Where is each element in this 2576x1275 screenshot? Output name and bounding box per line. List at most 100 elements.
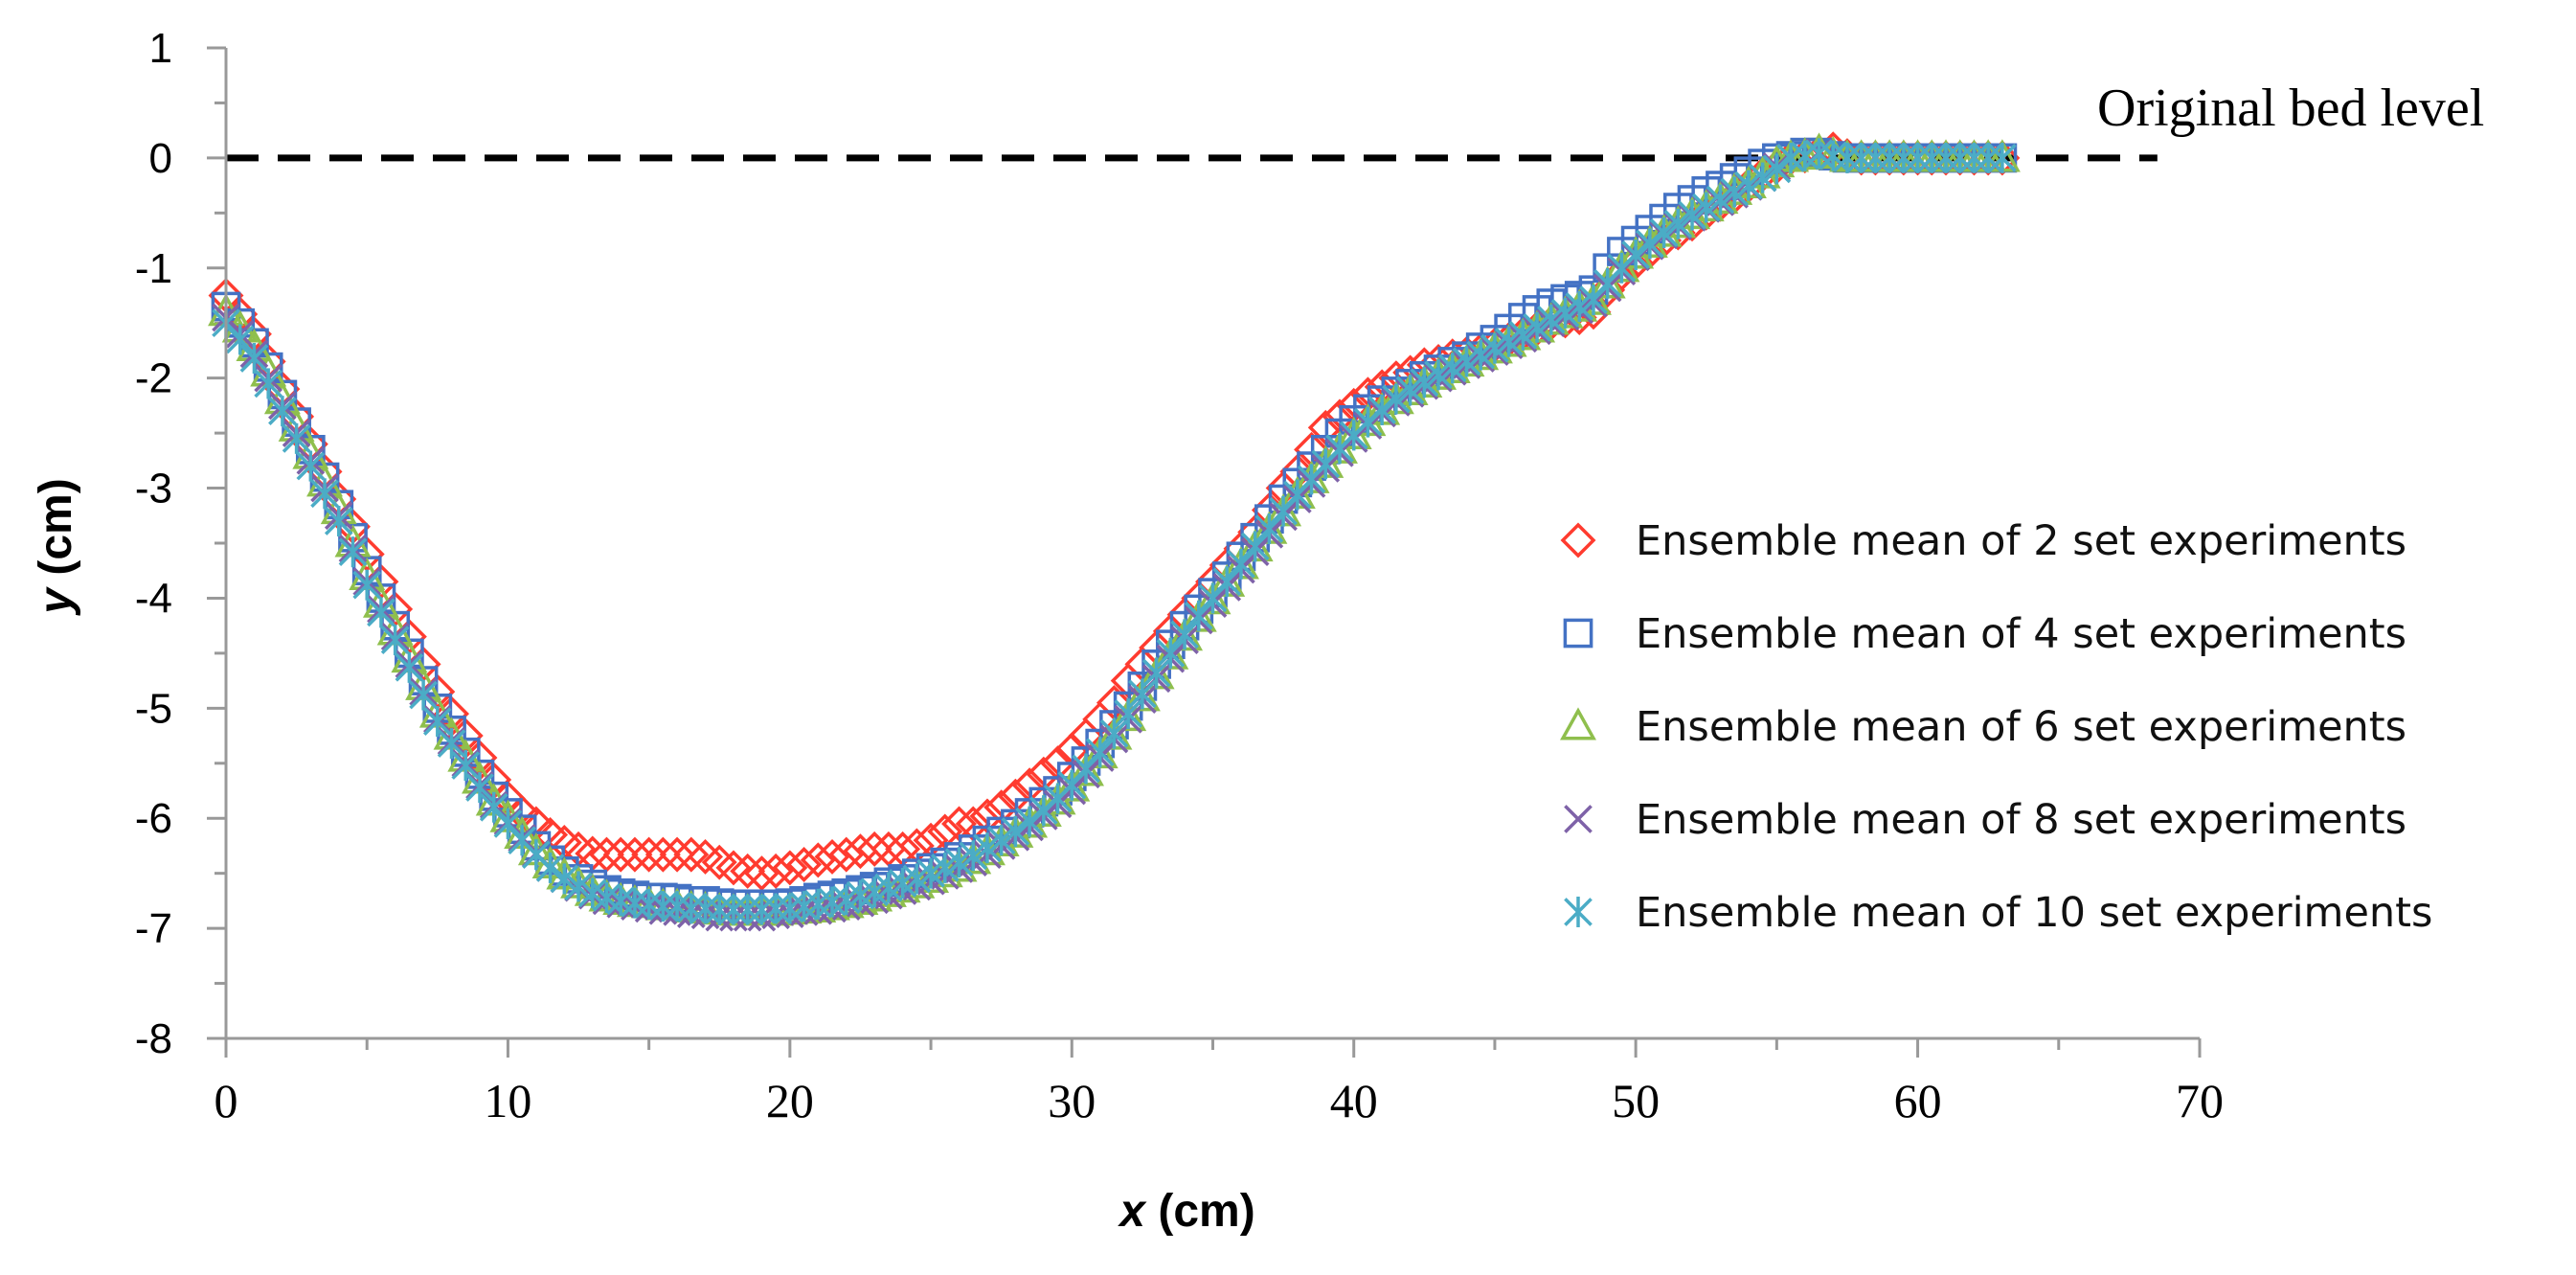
y-tick-label: -3 — [135, 466, 172, 512]
data-point — [564, 871, 593, 902]
data-point — [1382, 383, 1411, 415]
data-point — [1480, 332, 1509, 364]
data-point — [1932, 142, 1960, 173]
y-tick-label: -4 — [135, 575, 172, 622]
data-point — [673, 836, 710, 873]
data-point — [225, 324, 255, 355]
x-tick-label: 10 — [484, 1074, 531, 1127]
data-point — [1128, 678, 1157, 710]
y-tick-label: -8 — [135, 1015, 172, 1062]
data-point — [1550, 297, 1580, 329]
data-point — [1720, 176, 1750, 208]
x-tick-label: 60 — [1894, 1074, 1942, 1127]
data-point — [944, 847, 974, 878]
legend-label: Ensemble mean of 2 set experiments — [1636, 517, 2407, 565]
data-point — [676, 893, 706, 924]
data-point — [1395, 375, 1425, 406]
data-point — [1846, 142, 1876, 173]
data-point — [1123, 678, 1161, 712]
data-point — [786, 847, 823, 882]
data-point — [1269, 495, 1298, 527]
data-point — [926, 854, 963, 888]
legend: Ensemble mean of 2 set experiments Ensemb… — [1560, 517, 2432, 937]
data-point — [757, 853, 794, 889]
data-point — [1678, 199, 1706, 231]
legend-marker-star-icon — [1564, 897, 1593, 927]
legend-label: Ensemble mean of 6 set experiments — [1636, 703, 2407, 751]
data-point — [1212, 566, 1242, 598]
x-axis-title-var: x — [1117, 1186, 1147, 1237]
data-point — [550, 863, 579, 895]
data-point — [1141, 657, 1171, 689]
data-point — [701, 844, 737, 880]
data-point — [1099, 717, 1129, 749]
data-point — [1015, 806, 1044, 837]
x-tick-label: 20 — [766, 1074, 814, 1127]
x-axis-title-unit: (cm) — [1145, 1186, 1255, 1237]
data-point — [1001, 816, 1030, 848]
x-tick-label: 40 — [1330, 1074, 1378, 1127]
data-point — [479, 791, 508, 823]
x-tick-labels: 0 10 20 30 40 50 60 70 — [215, 1074, 2225, 1127]
axes-layer — [224, 48, 2200, 1040]
reference-line-layer: Original bed level — [226, 79, 2484, 162]
data-point — [1663, 208, 1693, 239]
data-point — [239, 342, 269, 374]
data-point — [1068, 753, 1104, 786]
y-tick-label: -5 — [135, 685, 172, 732]
data-point — [800, 842, 836, 878]
y-tick-label: -6 — [135, 795, 172, 842]
data-point — [1974, 142, 2003, 173]
data-point — [842, 833, 878, 870]
data-point — [535, 852, 565, 883]
data-point — [856, 831, 893, 867]
x-tick-label: 70 — [2176, 1074, 2224, 1127]
data-point — [1085, 737, 1115, 768]
y-axis-title: y (cm) — [31, 478, 81, 615]
legend-label: Ensemble mean of 8 set experiments — [1636, 796, 2407, 844]
data-point — [659, 836, 695, 873]
data-point — [1367, 394, 1396, 425]
data-point — [730, 853, 766, 889]
data-point — [1636, 228, 1664, 260]
data-point — [715, 850, 752, 886]
data-point — [1184, 600, 1213, 631]
data-point — [367, 597, 395, 628]
data-point — [1466, 339, 1496, 371]
y-tick-labels: 1 0 -1 -2 -3 -4 -5 -6 -7 -8 — [135, 25, 172, 1062]
data-point — [1917, 142, 1947, 173]
data-point — [955, 841, 992, 875]
data-point — [338, 536, 368, 568]
x-tick-label: 0 — [215, 1074, 238, 1127]
data-point — [254, 368, 283, 399]
data-point — [310, 478, 339, 510]
data-point — [1254, 513, 1284, 545]
y-tick-label: 1 — [149, 25, 172, 72]
data-point — [1410, 367, 1439, 398]
data-point — [268, 396, 297, 427]
x-tick-label: 50 — [1612, 1074, 1660, 1127]
data-point — [1494, 326, 1524, 357]
legend-label: Ensemble mean of 4 set experiments — [1636, 610, 2407, 658]
series-diamond — [208, 131, 2021, 892]
series-layer — [208, 131, 2021, 932]
data-point — [913, 859, 950, 893]
data-point — [1437, 353, 1467, 384]
y-axis-title-unit: (cm) — [31, 478, 81, 588]
data-point — [648, 891, 678, 922]
data-point — [282, 422, 311, 454]
legend-marker-x-icon — [1564, 805, 1593, 833]
data-point — [1691, 192, 1721, 223]
data-point — [1523, 311, 1551, 343]
data-point — [1424, 359, 1453, 391]
data-point — [1508, 319, 1538, 351]
data-point — [1748, 162, 1777, 194]
data-point — [1156, 637, 1186, 669]
data-point — [705, 894, 734, 925]
original-bed-level-label: Original bed level — [2097, 79, 2484, 138]
data-point — [719, 894, 748, 925]
data-point — [296, 450, 326, 482]
data-point — [940, 849, 978, 882]
data-point — [743, 855, 780, 892]
